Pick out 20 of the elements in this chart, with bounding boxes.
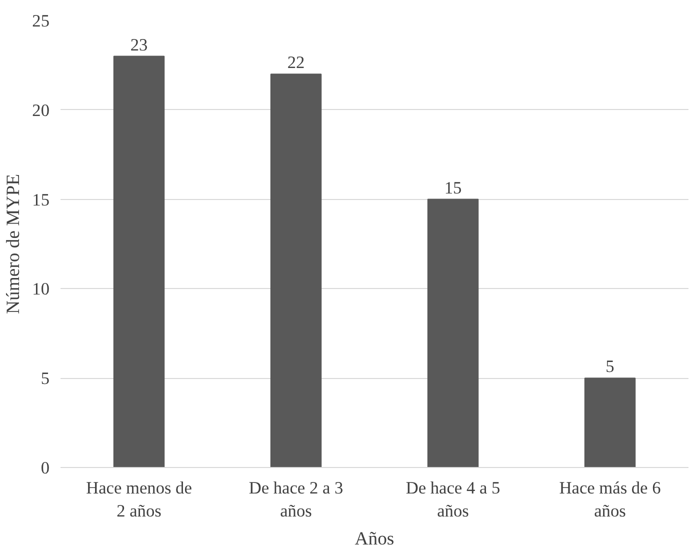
bar <box>270 74 322 468</box>
bar <box>113 56 165 468</box>
y-tick-label: 25 <box>32 12 50 30</box>
data-label: 23 <box>130 35 148 54</box>
x-axis-title: Años <box>354 528 394 550</box>
bar <box>584 378 636 468</box>
x-tick-label: Hace más de 6 años <box>559 478 662 520</box>
bar <box>427 198 479 468</box>
data-label: 15 <box>444 178 462 198</box>
y-axis-title: Número de MYPE <box>3 174 24 314</box>
y-tick-label: 20 <box>32 100 50 120</box>
x-tick-label: De hace 4 a 5 años <box>406 478 500 520</box>
y-tick-label: 10 <box>32 280 50 299</box>
data-label: 5 <box>606 357 614 376</box>
y-tick-label: 0 <box>40 458 50 478</box>
y-tick-label: 5 <box>40 369 50 388</box>
y-tick-label: 15 <box>32 190 50 210</box>
data-label: 22 <box>287 53 305 72</box>
x-tick-label: Hace menos de 2 años <box>86 478 192 520</box>
x-tick-label: De hace 2 a 3 años <box>248 478 344 520</box>
